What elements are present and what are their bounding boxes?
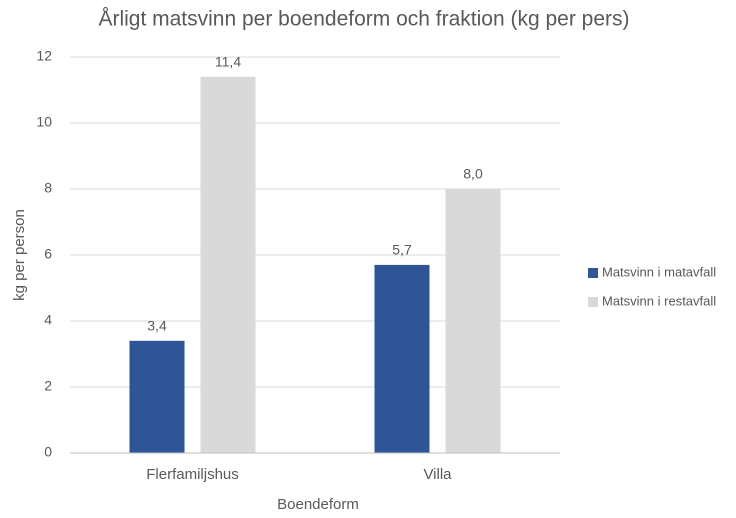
legend-label: Matsvinn i matavfall bbox=[602, 264, 716, 279]
data-label: 11,4 bbox=[215, 54, 241, 70]
data-label: 8,0 bbox=[463, 166, 483, 182]
bar bbox=[374, 264, 430, 453]
y-tick-label: 6 bbox=[44, 246, 52, 262]
x-tick-label: Villa bbox=[423, 466, 452, 483]
y-tick-label: 2 bbox=[44, 378, 52, 394]
y-tick-label: 0 bbox=[44, 444, 52, 460]
bar bbox=[445, 189, 501, 453]
y-tick-label: 12 bbox=[36, 48, 52, 64]
chart-title: Årligt matsvinn per boendeform och frakt… bbox=[98, 8, 629, 31]
data-label: 3,4 bbox=[147, 318, 167, 334]
legend-swatch bbox=[588, 268, 598, 278]
y-axis-label: kg per person bbox=[11, 209, 28, 301]
bar bbox=[129, 340, 185, 453]
data-label: 5,7 bbox=[392, 242, 412, 258]
bar bbox=[200, 76, 256, 454]
legend-label: Matsvinn i restavfall bbox=[602, 293, 716, 308]
x-axis-label: Boendeform bbox=[277, 496, 359, 513]
y-tick-label: 10 bbox=[36, 114, 52, 130]
y-tick-label: 8 bbox=[44, 180, 52, 196]
x-tick-label: Flerfamiljshus bbox=[146, 466, 239, 483]
legend-swatch bbox=[588, 297, 598, 307]
y-tick-label: 4 bbox=[44, 312, 52, 328]
